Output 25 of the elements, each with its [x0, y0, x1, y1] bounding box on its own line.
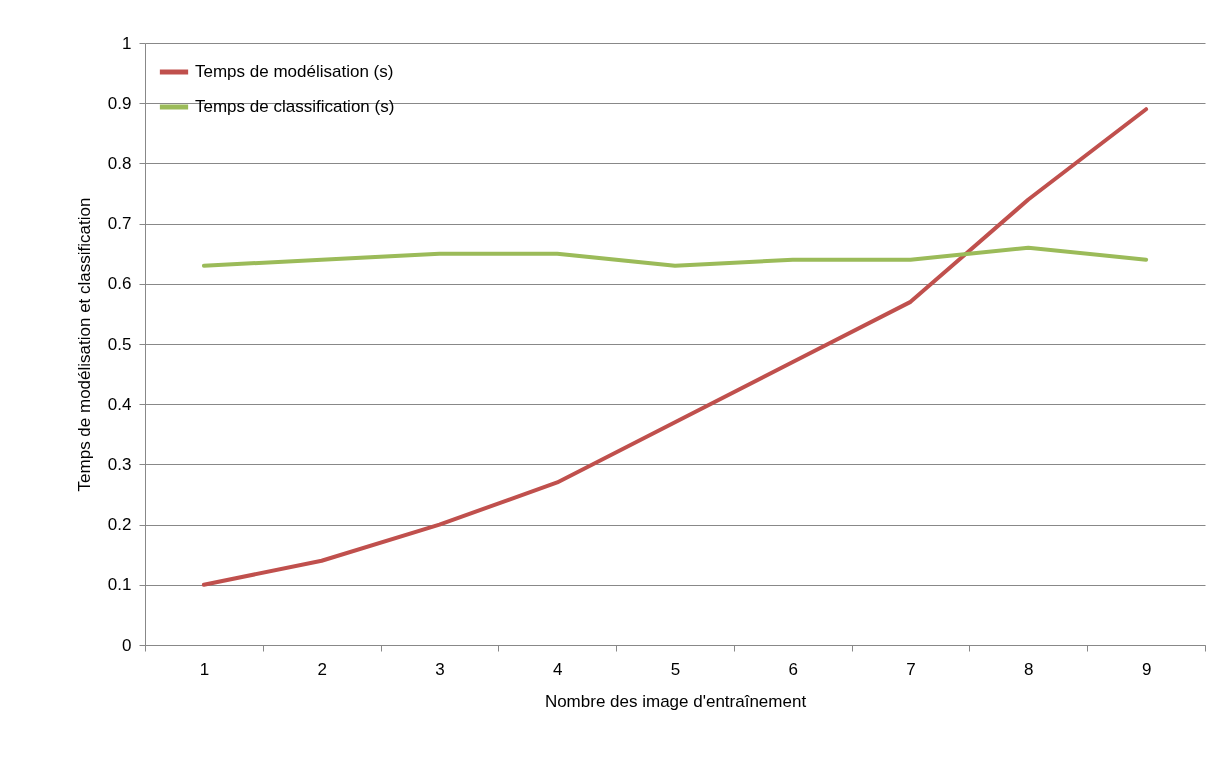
y-tick-label: 0 — [122, 635, 132, 655]
y-tick-label: 0.4 — [107, 394, 132, 414]
y-tick-label: 0.1 — [107, 575, 132, 595]
x-tick-label: 2 — [317, 659, 327, 679]
y-axis-title: Temps de modélisation et classification — [74, 197, 94, 492]
legend-label: Temps de modélisation (s) — [195, 62, 394, 81]
y-tick-label: 0.7 — [107, 214, 132, 234]
x-tick-label: 7 — [906, 659, 916, 679]
y-tick-label: 0.6 — [107, 274, 132, 294]
y-tick-label: 0.2 — [107, 515, 132, 535]
line-series — [201, 245, 1149, 268]
x-tick-label: 1 — [199, 659, 210, 679]
x-tick-label: 8 — [1024, 659, 1034, 679]
x-tick-label: 5 — [670, 659, 681, 679]
legend-label: Temps de classification (s) — [195, 97, 395, 116]
x-tick-label: 6 — [788, 659, 799, 679]
y-tick-label: 0.5 — [107, 334, 132, 354]
y-tick-label: 1 — [122, 33, 132, 53]
x-tick-label: 4 — [552, 659, 563, 679]
y-tick-label: 0.3 — [107, 454, 132, 474]
y-tick-label: 0.9 — [107, 93, 132, 113]
y-tick-label: 0.8 — [107, 153, 132, 173]
x-tick-label: 3 — [435, 659, 445, 679]
x-tick-label: 9 — [1141, 659, 1152, 679]
x-axis-title: Nombre des image d'entraînement — [544, 691, 807, 711]
